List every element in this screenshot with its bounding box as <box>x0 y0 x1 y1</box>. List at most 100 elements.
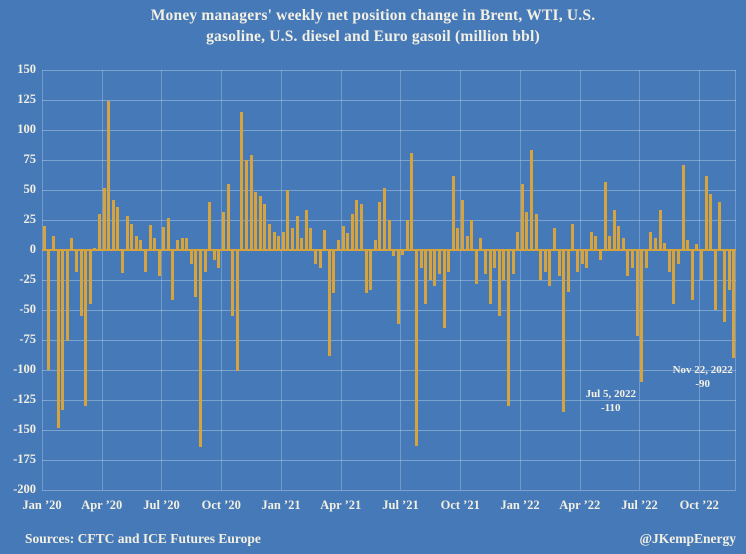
bar <box>263 204 267 250</box>
bar <box>176 240 180 250</box>
bar <box>589 232 593 250</box>
gridline-h <box>42 129 736 131</box>
bar <box>511 250 515 274</box>
bar <box>571 223 575 250</box>
bar <box>304 210 308 250</box>
bar <box>272 232 276 250</box>
gridline-v <box>280 70 282 490</box>
bar <box>672 250 676 304</box>
bar <box>231 250 235 316</box>
bar <box>732 250 736 358</box>
y-tick-label: -200 <box>13 482 36 496</box>
bar <box>387 220 391 250</box>
annotation-value: -110 <box>601 402 621 414</box>
bar <box>93 247 97 250</box>
gridline-v <box>42 70 43 490</box>
y-tick-label: 150 <box>17 62 36 76</box>
bar <box>677 250 681 265</box>
bar <box>65 250 69 342</box>
bar <box>709 193 713 250</box>
gridline-v <box>519 70 521 490</box>
bar <box>226 184 230 250</box>
gridline-h <box>42 459 736 461</box>
bar <box>663 242 667 250</box>
bar <box>456 228 460 250</box>
y-tick-label: -100 <box>13 362 36 376</box>
y-tick-label: -125 <box>13 392 36 406</box>
bar <box>199 250 203 447</box>
bar <box>608 235 612 250</box>
gridline-v <box>400 70 402 490</box>
bar <box>166 217 170 250</box>
bar <box>157 250 161 277</box>
bar <box>690 250 694 301</box>
bar <box>506 250 510 406</box>
bar <box>107 101 111 250</box>
bar <box>603 181 607 250</box>
gridline-h <box>42 399 736 401</box>
x-tick-label: Oct ’20 <box>201 498 241 512</box>
bar <box>47 250 51 370</box>
bar <box>290 228 294 250</box>
zero-axis-line <box>42 249 736 251</box>
bar <box>134 235 138 250</box>
bar <box>658 210 662 250</box>
bar <box>295 216 299 250</box>
bar <box>626 250 630 277</box>
gridline-h <box>42 429 736 431</box>
bar <box>61 250 65 410</box>
bar <box>277 235 281 250</box>
bar <box>84 250 88 406</box>
chart-title-line2: gasoline, U.S. diesel and Euro gasoil (m… <box>206 28 540 45</box>
bar <box>350 214 354 250</box>
bar <box>346 233 350 250</box>
bar <box>203 250 207 272</box>
bar <box>56 250 60 428</box>
bar <box>575 250 579 272</box>
gridline-v <box>161 70 163 490</box>
bar <box>654 238 658 250</box>
bar <box>332 250 336 294</box>
bar <box>286 190 290 250</box>
gridline-h <box>42 159 736 161</box>
bar <box>373 240 377 250</box>
footer-sources: Sources: CFTC and ICE Futures Europe <box>25 531 261 546</box>
bar <box>401 250 405 255</box>
annotation-date: Jul 5, 2022 <box>585 388 636 400</box>
bar <box>327 250 331 356</box>
bar <box>461 199 465 250</box>
bar <box>369 250 373 290</box>
bar <box>447 250 451 272</box>
bar <box>718 202 722 250</box>
y-tick-label: 50 <box>23 182 37 196</box>
chart-title: Money managers' weekly net position chan… <box>0 5 746 47</box>
data-annotation: Jul 5, 2022 -110 <box>586 387 636 415</box>
bar <box>635 250 639 337</box>
bar <box>562 250 566 412</box>
bar <box>355 199 359 250</box>
data-annotation: Nov 22, 2022 -90 <box>673 363 733 391</box>
bar <box>713 250 717 310</box>
bar <box>580 250 584 265</box>
plot-area <box>42 69 736 491</box>
bar <box>419 250 423 268</box>
bar <box>180 238 184 250</box>
gridline-h <box>42 189 736 191</box>
bar <box>88 250 92 304</box>
bar <box>488 250 492 304</box>
x-tick-label: Oct ’22 <box>679 498 719 512</box>
bar <box>189 250 193 265</box>
bar <box>566 250 570 292</box>
bar <box>649 232 653 250</box>
bar <box>194 250 198 297</box>
y-tick-label: -175 <box>13 452 36 466</box>
bar <box>621 238 625 250</box>
gridline-v <box>639 70 641 490</box>
x-tick-label: Jul ’22 <box>621 498 658 512</box>
y-tick-label: -25 <box>19 272 36 286</box>
bar <box>245 160 249 250</box>
bar <box>704 175 708 250</box>
x-tick-label: Jan ’20 <box>22 498 62 512</box>
bar <box>474 250 478 284</box>
